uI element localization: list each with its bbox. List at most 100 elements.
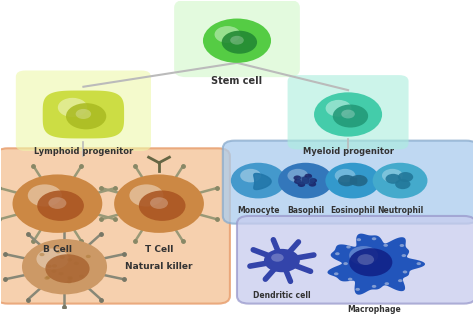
Circle shape: [341, 110, 355, 118]
Text: Natural killer: Natural killer: [125, 262, 193, 271]
Circle shape: [349, 246, 378, 265]
Circle shape: [86, 255, 91, 258]
Circle shape: [67, 280, 72, 284]
Polygon shape: [328, 234, 425, 295]
FancyBboxPatch shape: [288, 75, 409, 149]
Circle shape: [60, 255, 65, 259]
Circle shape: [66, 103, 106, 129]
Circle shape: [346, 245, 351, 249]
Circle shape: [417, 262, 421, 265]
Text: Monocyte: Monocyte: [237, 206, 280, 215]
Circle shape: [372, 285, 376, 288]
Circle shape: [76, 109, 91, 119]
Circle shape: [58, 98, 87, 117]
Circle shape: [301, 176, 310, 181]
FancyBboxPatch shape: [237, 216, 474, 304]
Circle shape: [46, 265, 52, 268]
Text: Basophil: Basophil: [287, 206, 324, 215]
Text: T Cell: T Cell: [145, 245, 173, 254]
Circle shape: [46, 276, 51, 279]
Text: Lymphoid progenitor: Lymphoid progenitor: [34, 147, 133, 156]
Circle shape: [12, 175, 102, 233]
Text: Dendritic cell: Dendritic cell: [253, 291, 311, 300]
Circle shape: [325, 163, 380, 198]
Circle shape: [301, 179, 310, 184]
Circle shape: [400, 244, 404, 247]
Circle shape: [314, 92, 382, 137]
Circle shape: [373, 163, 428, 198]
Circle shape: [231, 163, 286, 198]
Circle shape: [48, 197, 66, 209]
Circle shape: [350, 175, 368, 186]
Circle shape: [79, 275, 84, 278]
Circle shape: [349, 248, 392, 276]
Circle shape: [334, 272, 338, 275]
Circle shape: [384, 282, 389, 285]
Circle shape: [46, 254, 90, 283]
Circle shape: [264, 249, 300, 272]
Circle shape: [309, 182, 316, 187]
Circle shape: [203, 19, 271, 63]
Text: Macrophage: Macrophage: [347, 305, 401, 313]
FancyBboxPatch shape: [174, 0, 300, 77]
FancyBboxPatch shape: [223, 140, 474, 224]
Circle shape: [230, 36, 244, 45]
Circle shape: [395, 179, 410, 189]
Circle shape: [278, 163, 333, 198]
Circle shape: [28, 184, 62, 207]
Circle shape: [67, 276, 73, 279]
Circle shape: [326, 100, 351, 117]
Circle shape: [36, 249, 69, 269]
Circle shape: [343, 262, 348, 265]
Circle shape: [356, 288, 360, 291]
Circle shape: [51, 269, 56, 273]
Circle shape: [52, 264, 57, 267]
FancyBboxPatch shape: [16, 71, 151, 151]
Circle shape: [114, 175, 204, 233]
Circle shape: [293, 175, 301, 180]
Circle shape: [401, 254, 406, 257]
Polygon shape: [350, 179, 356, 183]
Circle shape: [338, 175, 356, 186]
Circle shape: [37, 191, 84, 221]
Circle shape: [67, 258, 72, 261]
Circle shape: [296, 177, 308, 185]
Circle shape: [348, 278, 353, 281]
Circle shape: [304, 174, 312, 179]
Text: B Cell: B Cell: [43, 245, 72, 254]
Circle shape: [383, 244, 388, 247]
Circle shape: [335, 169, 356, 182]
Circle shape: [139, 191, 185, 221]
Circle shape: [403, 271, 407, 273]
Circle shape: [45, 277, 49, 280]
Circle shape: [372, 237, 376, 240]
Circle shape: [58, 272, 64, 275]
Circle shape: [398, 172, 413, 182]
Circle shape: [74, 262, 79, 265]
Circle shape: [55, 250, 61, 253]
Circle shape: [240, 169, 261, 182]
Circle shape: [39, 253, 45, 256]
Circle shape: [68, 277, 73, 280]
Circle shape: [22, 239, 107, 295]
Circle shape: [294, 179, 301, 184]
Polygon shape: [254, 174, 271, 190]
Circle shape: [333, 105, 368, 128]
Circle shape: [385, 174, 401, 184]
Circle shape: [215, 26, 240, 43]
Polygon shape: [43, 90, 124, 138]
Text: Neutrophil: Neutrophil: [377, 206, 423, 215]
Circle shape: [382, 169, 403, 182]
Circle shape: [222, 31, 257, 54]
Text: Eosinophil: Eosinophil: [330, 206, 375, 215]
Circle shape: [298, 182, 305, 187]
Circle shape: [150, 197, 168, 209]
Circle shape: [129, 184, 164, 207]
Circle shape: [303, 177, 315, 185]
Text: Stem cell: Stem cell: [211, 76, 263, 86]
Text: Myeloid progenitor: Myeloid progenitor: [302, 147, 393, 156]
Circle shape: [356, 238, 361, 241]
FancyBboxPatch shape: [0, 148, 230, 304]
Circle shape: [398, 279, 402, 282]
Circle shape: [357, 254, 374, 265]
